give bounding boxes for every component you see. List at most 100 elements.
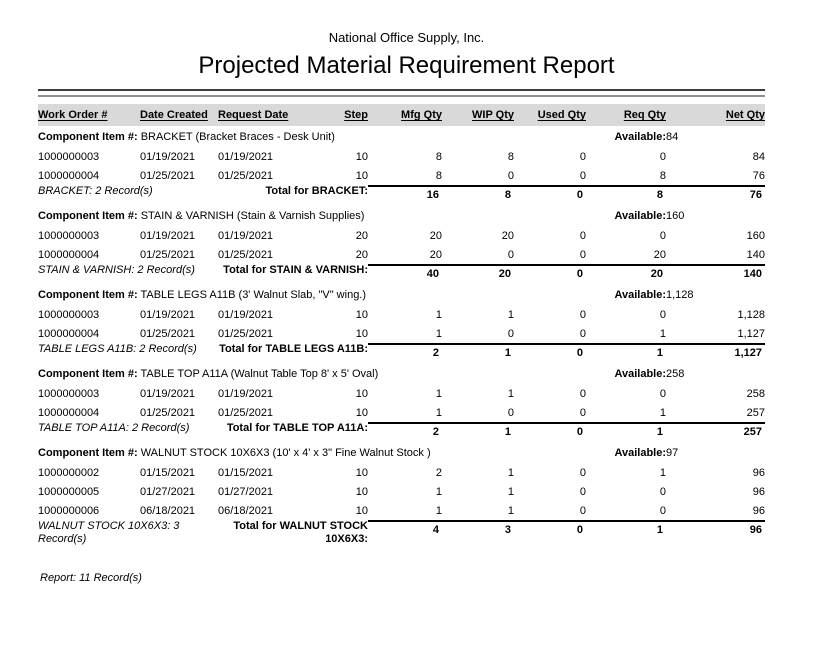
wip-qty-cell: 1	[507, 466, 514, 479]
total-req-value: 1	[586, 422, 666, 438]
table-row: 1000000004 01/25/2021 01/25/2021 10 1 0 …	[38, 403, 765, 422]
work-order-cell: 1000000003	[38, 229, 100, 242]
step-cell: 10	[355, 466, 368, 479]
step-cell: 10	[355, 485, 368, 498]
total-wip-value: 8	[442, 185, 514, 201]
total-used-qty: 0	[514, 343, 586, 363]
step-cell: 10	[355, 308, 368, 321]
total-mfg-value: 2	[368, 343, 442, 359]
step-cell: 10	[355, 169, 368, 182]
used-qty-cell: 0	[579, 308, 586, 321]
total-used-qty: 0	[514, 185, 586, 205]
column-header-mfg-qty: Mfg Qty	[368, 104, 442, 126]
net-qty-cell: 258	[746, 387, 765, 400]
date-created-cell: 01/25/2021	[140, 406, 196, 419]
work-order-cell: 1000000002	[38, 466, 100, 479]
total-mfg-value: 16	[368, 185, 442, 201]
request-date-cell: 06/18/2021	[218, 504, 274, 517]
total-mfg-value: 4	[368, 520, 442, 536]
request-date-cell: 01/19/2021	[218, 150, 274, 163]
component-item-description: (Walnut Table Top 8' x 5' Oval)	[230, 367, 379, 380]
mfg-qty-cell: 1	[435, 504, 442, 517]
total-used-value: 0	[514, 422, 586, 438]
mfg-qty-cell: 20	[429, 229, 442, 242]
wip-qty-cell: 1	[507, 387, 514, 400]
component-item-label: Component Item #:	[38, 446, 138, 459]
total-mfg-value: 40	[368, 264, 442, 280]
total-wip-qty: 8	[442, 185, 514, 205]
column-header-step: Step	[300, 104, 368, 126]
used-qty-cell: 0	[579, 406, 586, 419]
total-used-value: 0	[514, 185, 586, 201]
total-req-qty: 1	[586, 520, 666, 546]
mfg-qty-cell: 1	[435, 485, 442, 498]
group-total-row: TABLE LEGS A11B: 2 Record(s) Total for T…	[38, 343, 765, 363]
table-header-row: Work Order # Date Created Request Date S…	[38, 104, 765, 126]
total-req-qty: 20	[586, 264, 666, 284]
available-value: 1,128	[666, 288, 694, 301]
available-value: 84	[666, 130, 679, 143]
total-net-value: 96	[666, 520, 765, 536]
total-net-qty: 140	[666, 264, 765, 284]
component-item-name: WALNUT STOCK 10X6X3	[140, 446, 270, 459]
total-req-value: 8	[586, 185, 666, 201]
net-qty-cell: 96	[752, 504, 765, 517]
step-cell: 10	[355, 150, 368, 163]
record-count-label: TABLE TOP A11A: 2 Record(s)	[38, 422, 190, 434]
company-name: National Office Supply, Inc.	[328, 30, 485, 45]
mfg-qty-cell: 1	[435, 308, 442, 321]
column-header-wip-qty: WIP Qty	[442, 104, 514, 126]
total-net-value: 140	[666, 264, 765, 280]
req-qty-cell: 1	[659, 406, 666, 419]
total-req-value: 1	[586, 343, 666, 359]
wip-qty-cell: 20	[501, 229, 514, 242]
request-date-cell: 01/25/2021	[218, 248, 274, 261]
work-order-cell: 1000000003	[38, 150, 100, 163]
req-qty-cell: 0	[659, 485, 666, 498]
used-qty-cell: 0	[579, 466, 586, 479]
date-created-cell: 01/19/2021	[140, 150, 196, 163]
available-value: 97	[666, 446, 679, 459]
used-qty-cell: 0	[579, 248, 586, 261]
date-created-cell: 01/19/2021	[140, 387, 196, 400]
req-qty-cell: 8	[659, 169, 666, 182]
column-header-request-date: Request Date	[218, 104, 300, 126]
component-item-name: BRACKET	[140, 130, 193, 143]
date-created-cell: 01/27/2021	[140, 485, 196, 498]
component-item-header: Component Item #: TABLE TOP A11A (Walnut…	[38, 363, 586, 384]
group-total-row: WALNUT STOCK 10X6X3: 3 Record(s) Total f…	[38, 520, 765, 546]
total-req-value: 20	[586, 264, 666, 280]
record-count-label: WALNUT STOCK 10X6X3: 3 Record(s)	[38, 520, 180, 545]
total-for-label: Total for TABLE LEGS A11B:	[219, 343, 368, 355]
component-header-row: Component Item #: TABLE TOP A11A (Walnut…	[38, 363, 765, 384]
net-qty-cell: 96	[752, 485, 765, 498]
total-mfg-qty: 4	[368, 520, 442, 546]
column-header-work-order: Work Order #	[38, 104, 140, 126]
net-qty-cell: 96	[752, 466, 765, 479]
total-used-qty: 0	[514, 520, 586, 546]
wip-qty-cell: 0	[507, 248, 514, 261]
wip-qty-cell: 8	[507, 150, 514, 163]
record-count-label: STAIN & VARNISH: 2 Record(s)	[38, 264, 195, 276]
used-qty-cell: 0	[579, 387, 586, 400]
table-row: 1000000003 01/19/2021 01/19/2021 20 20 2…	[38, 226, 765, 245]
date-created-cell: 01/15/2021	[140, 466, 196, 479]
work-order-cell: 1000000003	[38, 387, 100, 400]
mfg-qty-cell: 8	[435, 150, 442, 163]
component-item-name: STAIN & VARNISH	[140, 209, 234, 222]
total-mfg-qty: 2	[368, 343, 442, 363]
total-mfg-qty: 16	[368, 185, 442, 205]
table-row: 1000000004 01/25/2021 01/25/2021 20 20 0…	[38, 245, 765, 264]
date-created-cell: 01/19/2021	[140, 229, 196, 242]
total-mfg-qty: 40	[368, 264, 442, 284]
req-qty-cell: 0	[659, 229, 666, 242]
req-qty-cell: 0	[659, 504, 666, 517]
table-row: 1000000003 01/19/2021 01/19/2021 10 1 1 …	[38, 305, 765, 324]
work-order-cell: 1000000004	[38, 248, 100, 261]
table-row: 1000000006 06/18/2021 06/18/2021 10 1 1 …	[38, 501, 765, 520]
req-qty-cell: 0	[659, 308, 666, 321]
component-item-name: TABLE TOP A11A	[140, 367, 228, 380]
component-item-description: (10' x 4' x 3" Fine Walnut Stock )	[272, 446, 431, 459]
available-label: Available:	[614, 367, 666, 380]
